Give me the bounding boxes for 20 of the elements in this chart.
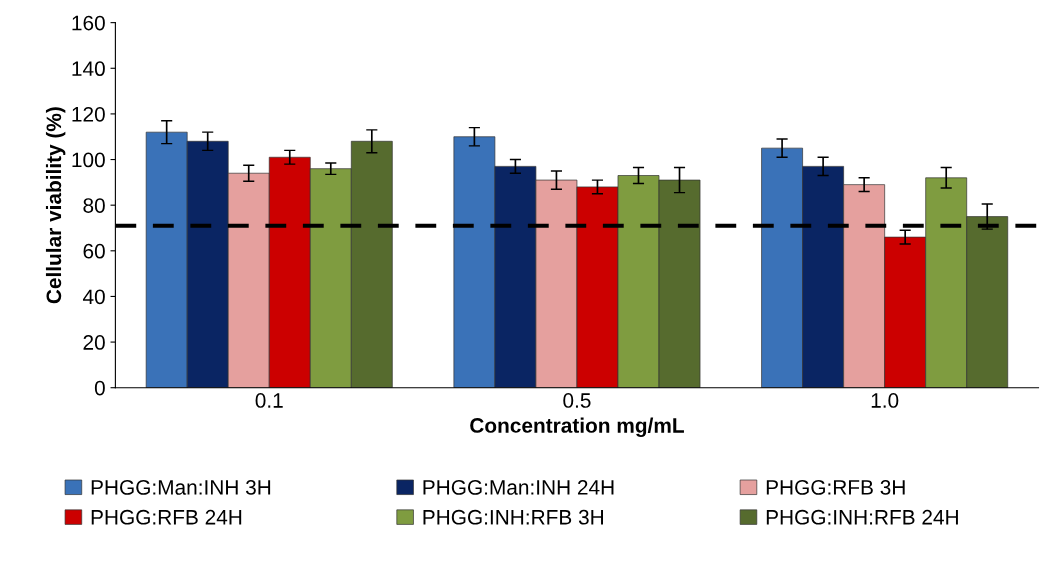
- y-tick-label: 120: [72, 106, 105, 122]
- legend-label: PHGG:Man:INH 24H: [423, 480, 614, 495]
- legend-label: PHGG:INH:RFB 3H: [423, 509, 603, 525]
- y-tick-label: 100: [72, 152, 105, 168]
- legend-label: PHGG:RFB 3H: [766, 480, 905, 495]
- legend-label: PHGG:INH:RFB 24H: [766, 509, 958, 525]
- x-tick-label: 1.0: [871, 393, 899, 408]
- y-tick-label: 140: [72, 61, 105, 77]
- y-tick-label: 60: [83, 243, 105, 259]
- x-tick-label: 0.1: [255, 393, 283, 408]
- x-tick-label: 0.5: [563, 393, 591, 408]
- y-axis-title: Cellular viability (%): [45, 107, 66, 304]
- y-tick-label: 160: [72, 15, 105, 31]
- y-tick-label: 80: [83, 198, 105, 213]
- x-axis-title: Concentration mg/mL: [470, 417, 684, 438]
- y-tick-label: 0: [94, 380, 105, 396]
- legend-label: PHGG:Man:INH 3H: [91, 480, 271, 495]
- legend-label: PHGG:RFB 24H: [91, 509, 242, 525]
- y-tick-label: 20: [83, 335, 105, 350]
- y-tick-label: 40: [82, 289, 105, 305]
